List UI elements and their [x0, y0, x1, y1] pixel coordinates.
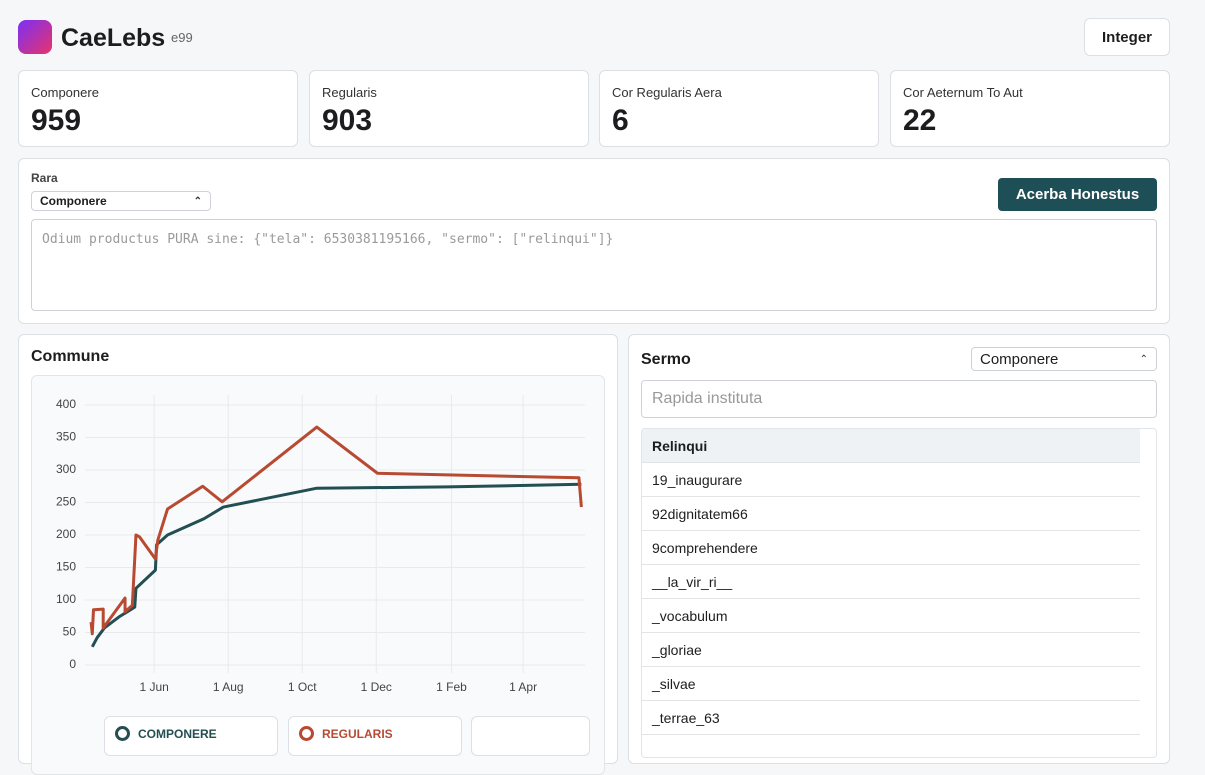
- y-tick-label: 0: [69, 657, 76, 671]
- stat-value: 903: [322, 104, 373, 137]
- y-tick-label: 250: [56, 495, 76, 509]
- y-tick-label: 400: [56, 397, 76, 411]
- x-tick-label: 1 Dec: [361, 680, 392, 694]
- search-input[interactable]: Rapida instituta: [641, 380, 1157, 418]
- table-row: 19_inaugurare: [642, 463, 1140, 497]
- table-row: _silvae: [642, 667, 1140, 701]
- table-row: 9comprehendere: [642, 531, 1140, 565]
- app-title: CaeLebs: [61, 24, 166, 52]
- stat-card: Cor Aeternum To Aut 22: [890, 70, 1170, 147]
- stat-label: Cor Regularis Aera: [612, 85, 722, 100]
- chart-title: Commune: [31, 348, 110, 365]
- table-row: _terrae_63: [642, 701, 1140, 735]
- y-tick-label: 200: [56, 527, 76, 541]
- stat-value: 959: [31, 104, 82, 137]
- stat-label: Cor Aeternum To Aut: [903, 85, 1023, 100]
- legend-item: COMPONERE: [104, 716, 278, 756]
- table-select[interactable]: Componere: [971, 347, 1157, 371]
- legend-item: REGULARIS: [288, 716, 462, 756]
- x-tick-label: 1 Feb: [436, 680, 467, 694]
- line-series: [89, 425, 583, 636]
- y-tick-label: 350: [56, 430, 76, 444]
- stat-card: Regularis 903: [309, 70, 589, 147]
- legend-empty: [471, 716, 590, 756]
- table-title: Sermo: [641, 351, 691, 368]
- table-row: 92dignitatem66: [642, 497, 1140, 531]
- y-tick-label: 150: [56, 560, 76, 574]
- y-tick-label: 100: [56, 592, 76, 606]
- table-row: _vocabulum: [642, 599, 1140, 633]
- x-tick-label: 1 Jun: [139, 680, 168, 694]
- stat-label: Componere: [31, 85, 99, 100]
- table-body: 19_inaugurare 92dignitatem66 9comprehender…: [642, 463, 1156, 735]
- chart-box: [31, 375, 605, 775]
- stat-value: 6: [612, 104, 629, 137]
- filter-card: [18, 158, 1170, 324]
- y-tick-label: 300: [56, 462, 76, 476]
- stat-label: Regularis: [322, 85, 377, 100]
- y-tick-label: 50: [63, 625, 77, 639]
- table-row: __la_vir_ri__: [642, 565, 1140, 599]
- x-tick-label: 1 Oct: [288, 680, 317, 694]
- legend-label: REGULARIS: [322, 727, 393, 741]
- legend-label: COMPONERE: [138, 727, 217, 741]
- stat-value: 22: [903, 104, 937, 137]
- legend-swatch: [115, 726, 130, 741]
- table: Relinqui 19_inaugurare 92dignitatem66 9com…: [641, 428, 1157, 758]
- query-textarea[interactable]: Odium productus PURA sine: {"tela": 6530…: [31, 219, 1157, 311]
- stat-card: Componere 959: [18, 70, 298, 147]
- logo: [18, 20, 52, 54]
- line-series: [90, 482, 582, 648]
- filter-button[interactable]: Acerba Honestus: [998, 178, 1157, 211]
- header-button[interactable]: Integer: [1084, 18, 1170, 56]
- x-tick-label: 1 Aug: [213, 680, 244, 694]
- chart: 0 50 100 150 200 250 300 350 400 1 Jun 1 Aug 1 Oct 1…: [56, 395, 585, 694]
- legend-swatch: [299, 726, 314, 741]
- version-badge: e99: [171, 30, 193, 45]
- table-row: _gloriae: [642, 633, 1140, 667]
- page: CaeLebs e99 Integer Componere 959 Regulari…: [0, 0, 1205, 746]
- stat-card: Cor Regularis Aera 6: [599, 70, 879, 147]
- filter-label: Rara: [31, 171, 58, 185]
- filter-select[interactable]: Componere: [31, 191, 211, 211]
- x-tick-label: 1 Apr: [509, 680, 537, 694]
- table-header: Relinqui: [642, 429, 1140, 463]
